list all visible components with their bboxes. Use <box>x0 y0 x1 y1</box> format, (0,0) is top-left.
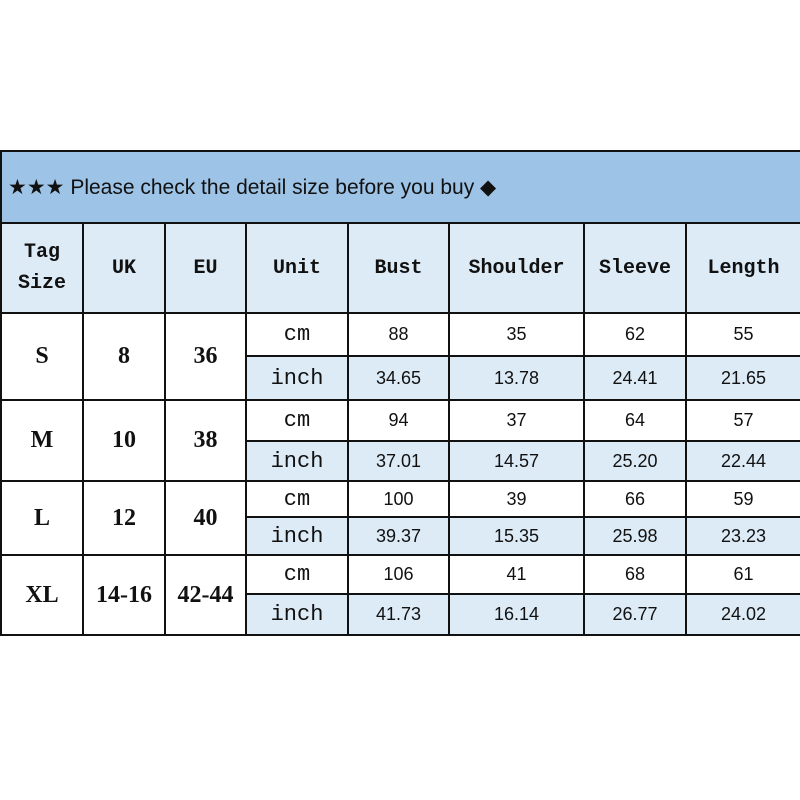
bust-value: 100 <box>347 480 450 518</box>
shoulder-value: 13.78 <box>448 355 585 401</box>
unit-cell: inch <box>245 593 349 636</box>
uk-size-cell: 12 <box>82 480 166 556</box>
unit-cell: inch <box>245 440 349 482</box>
sleeve-value: 68 <box>583 554 687 595</box>
eu-size-cell: 38 <box>164 399 247 482</box>
shoulder-value: 16.14 <box>448 593 585 636</box>
size-notice-title: ★★★ Please check the detail size before … <box>0 150 800 224</box>
bust-value: 88 <box>347 312 450 357</box>
bust-value: 34.65 <box>347 355 450 401</box>
unit-cell: cm <box>245 312 349 357</box>
header-row: Tag Size UK EU Unit Bust Shoulder Sleeve… <box>0 222 800 314</box>
bust-value: 41.73 <box>347 593 450 636</box>
shoulder-value: 35 <box>448 312 585 357</box>
sleeve-value: 24.41 <box>583 355 687 401</box>
sleeve-value: 62 <box>583 312 687 357</box>
length-value: 24.02 <box>684 593 800 636</box>
length-value: 55 <box>684 312 800 357</box>
length-value: 21.65 <box>684 355 800 401</box>
header-bust: Bust <box>347 222 450 314</box>
header-label: Tag Size <box>17 241 66 295</box>
shoulder-value: 15.35 <box>448 516 585 556</box>
header-length: Length <box>684 222 800 314</box>
uk-size-cell: 14-16 <box>82 554 166 636</box>
size-row-cm: S 8 36 cm 88 35 62 55 <box>0 312 800 401</box>
tag-size-cell: XL <box>0 554 84 636</box>
header-shoulder: Shoulder <box>448 222 585 314</box>
shoulder-value: 14.57 <box>448 440 585 482</box>
sleeve-value: 25.98 <box>583 516 687 556</box>
size-chart-table: ★★★ Please check the detail size before … <box>0 150 800 636</box>
length-value: 23.23 <box>684 516 800 556</box>
uk-size-cell: 8 <box>82 312 166 401</box>
length-value: 61 <box>684 554 800 595</box>
size-row-cm: L 12 40 cm 100 39 66 59 <box>0 480 800 556</box>
tag-size-cell: M <box>0 399 84 482</box>
shoulder-value: 37 <box>448 399 585 442</box>
bust-value: 37.01 <box>347 440 450 482</box>
length-value: 57 <box>684 399 800 442</box>
size-row-inch: inch 34.65 13.78 24.41 21.65 <box>1 355 800 401</box>
sleeve-value: 26.77 <box>583 593 687 636</box>
tag-size-cell: S <box>0 312 84 401</box>
size-row-cm: M 10 38 cm 94 37 64 57 <box>0 399 800 482</box>
header-unit: Unit <box>245 222 349 314</box>
size-row-inch: inch 41.73 16.14 26.77 24.02 <box>1 593 800 636</box>
eu-size-cell: 36 <box>164 312 247 401</box>
uk-size-cell: 10 <box>82 399 166 482</box>
eu-size-cell: 40 <box>164 480 247 556</box>
header-tag-size: Tag Size <box>0 222 84 314</box>
unit-cell: inch <box>245 516 349 556</box>
unit-cell: cm <box>245 554 349 595</box>
header-uk: UK <box>82 222 166 314</box>
bust-value: 39.37 <box>347 516 450 556</box>
size-row-cm: XL 14-16 42-44 cm 106 41 68 61 <box>0 554 800 636</box>
shoulder-value: 41 <box>448 554 585 595</box>
bust-value: 94 <box>347 399 450 442</box>
length-value: 22.44 <box>684 440 800 482</box>
tag-size-cell: L <box>0 480 84 556</box>
eu-size-cell: 42-44 <box>164 554 247 636</box>
unit-cell: cm <box>245 480 349 518</box>
sleeve-value: 64 <box>583 399 687 442</box>
header-sleeve: Sleeve <box>583 222 687 314</box>
bust-value: 106 <box>347 554 450 595</box>
header-eu: EU <box>164 222 247 314</box>
unit-cell: cm <box>245 399 349 442</box>
sleeve-value: 25.20 <box>583 440 687 482</box>
length-value: 59 <box>684 480 800 518</box>
shoulder-value: 39 <box>448 480 585 518</box>
size-row-inch: inch 37.01 14.57 25.20 22.44 <box>1 440 800 482</box>
title-row: ★★★ Please check the detail size before … <box>0 150 800 224</box>
sleeve-value: 66 <box>583 480 687 518</box>
unit-cell: inch <box>245 355 349 401</box>
size-row-inch: inch 39.37 15.35 25.98 23.23 <box>1 516 800 556</box>
